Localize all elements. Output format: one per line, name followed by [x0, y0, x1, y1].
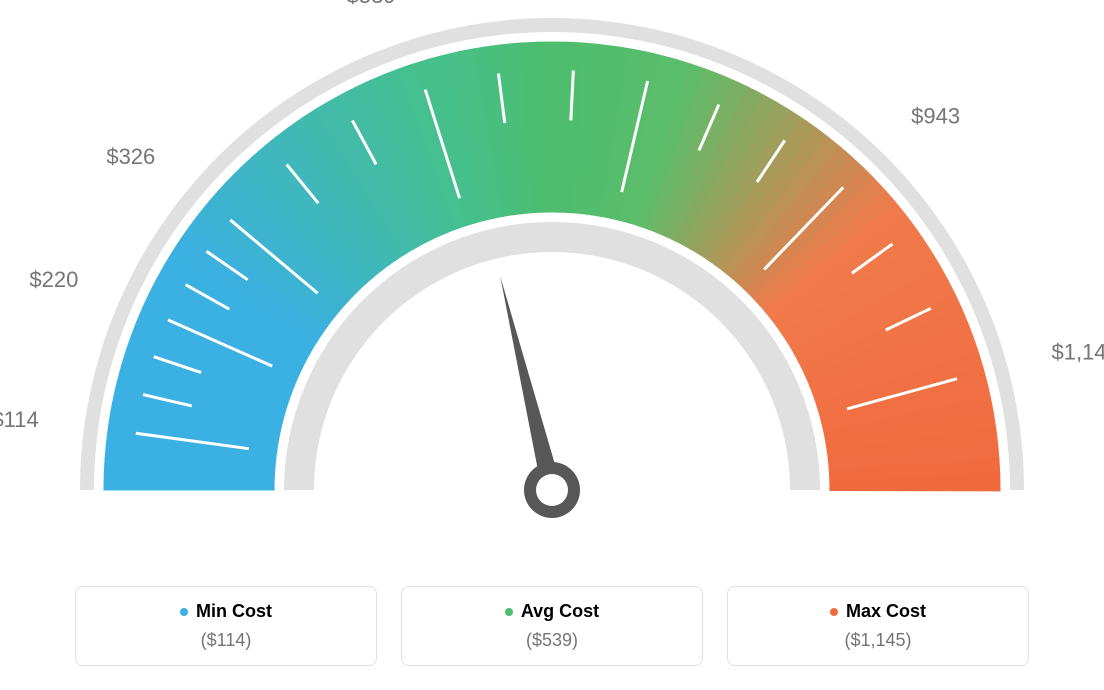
- scale-label: $114: [0, 407, 39, 432]
- scale-label: $1,145: [1051, 340, 1104, 365]
- legend-title-min: Min Cost: [180, 601, 272, 622]
- legend-label: Avg Cost: [521, 601, 599, 622]
- gauge-arc: [104, 42, 1000, 491]
- gauge-svg: $114$220$326$539$741$943$1,145: [0, 0, 1104, 560]
- dot-icon: [830, 608, 838, 616]
- legend-card-avg: Avg Cost ($539): [401, 586, 703, 666]
- legend-value: ($1,145): [728, 630, 1028, 651]
- scale-label: $943: [911, 104, 960, 129]
- legend-value: ($114): [76, 630, 376, 651]
- legend-card-min: Min Cost ($114): [75, 586, 377, 666]
- needle: [500, 276, 562, 492]
- needle-hub-hole: [536, 474, 568, 506]
- legend-label: Max Cost: [846, 601, 926, 622]
- legend-title-avg: Avg Cost: [505, 601, 599, 622]
- scale-label: $220: [29, 267, 78, 292]
- scale-label: $539: [347, 0, 396, 8]
- cost-gauge-chart: $114$220$326$539$741$943$1,145 Min Cost …: [0, 0, 1104, 690]
- dot-icon: [505, 608, 513, 616]
- dot-icon: [180, 608, 188, 616]
- legend-value: ($539): [402, 630, 702, 651]
- legend-label: Min Cost: [196, 601, 272, 622]
- scale-label: $326: [106, 144, 155, 169]
- legend-card-max: Max Cost ($1,145): [727, 586, 1029, 666]
- legend-row: Min Cost ($114) Avg Cost ($539) Max Cost…: [0, 586, 1104, 666]
- legend-title-max: Max Cost: [830, 601, 926, 622]
